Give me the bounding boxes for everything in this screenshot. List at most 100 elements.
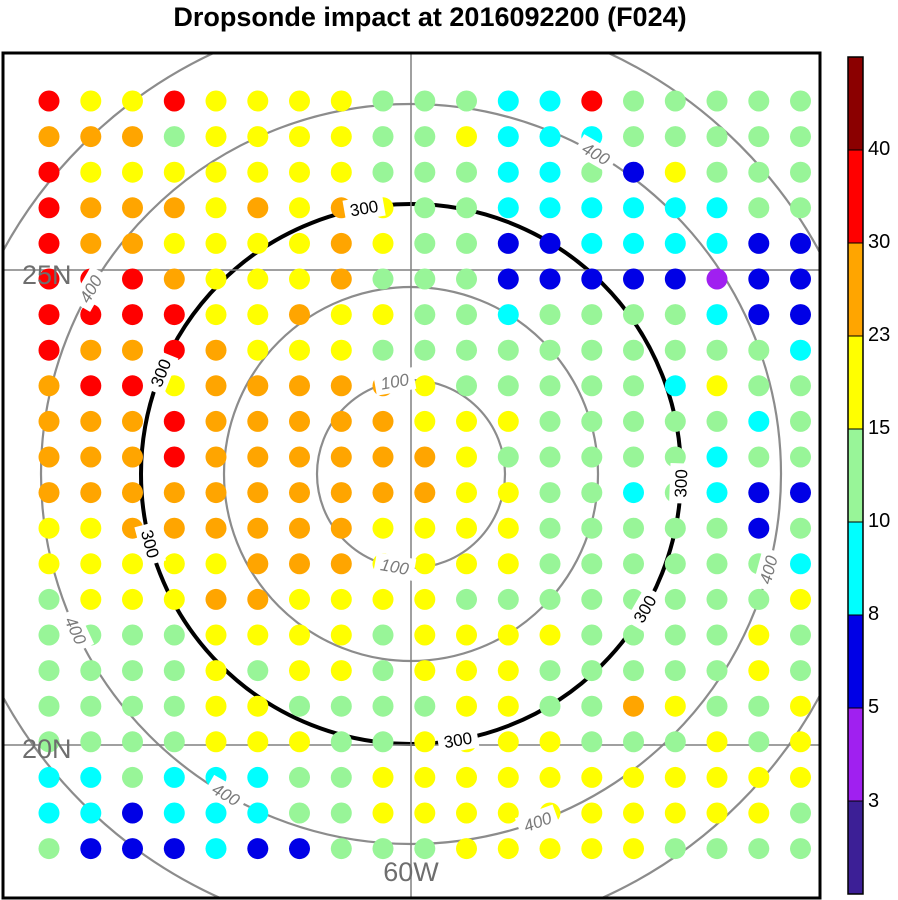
sonde-dot — [539, 482, 561, 504]
sonde-dot — [414, 624, 436, 646]
sonde-dot — [581, 838, 603, 860]
sonde-dot — [247, 553, 269, 575]
sonde-dot — [414, 731, 436, 753]
sonde-dot — [623, 517, 644, 539]
sonde-dot — [372, 446, 394, 468]
sonde-dot — [330, 232, 352, 254]
sonde-dot — [497, 624, 519, 646]
colorbar-tick-label: 15 — [868, 417, 891, 439]
sonde-dot — [581, 588, 603, 610]
sonde-dot — [247, 90, 269, 112]
sonde-dot — [748, 339, 770, 361]
sonde-dot — [748, 588, 770, 610]
sonde-dot — [247, 197, 269, 219]
sonde-dot — [163, 695, 185, 717]
sonde-dot — [623, 304, 644, 326]
sonde-dot — [623, 268, 644, 290]
colorbar-swatch — [847, 614, 864, 709]
sonde-dot — [414, 446, 436, 468]
sonde-dot — [706, 197, 728, 219]
sonde-dot — [414, 375, 436, 397]
sonde-dot — [581, 553, 603, 575]
sonde-dot — [372, 161, 394, 183]
sonde-dot — [80, 232, 102, 254]
sonde-dot — [581, 410, 603, 432]
sonde-dot — [790, 588, 811, 610]
sonde-dot — [790, 446, 811, 468]
sonde-dot — [289, 161, 310, 183]
sonde-dot — [372, 731, 394, 753]
sonde-dot — [706, 375, 728, 397]
sonde-dot — [80, 660, 102, 682]
sonde-dot — [289, 802, 310, 824]
colorbar — [847, 56, 864, 895]
sonde-dot — [247, 802, 269, 824]
sonde-dot — [497, 410, 519, 432]
sonde-dot — [539, 126, 561, 148]
sonde-dot — [581, 446, 603, 468]
sonde-dot — [330, 304, 352, 326]
sonde-dot — [122, 232, 143, 254]
sonde-dot — [581, 375, 603, 397]
sonde-dot — [414, 482, 436, 504]
sonde-dot — [414, 197, 436, 219]
sonde-dot — [748, 375, 770, 397]
sonde-dot — [247, 232, 269, 254]
sonde-dot — [456, 375, 477, 397]
sonde-dot — [539, 553, 561, 575]
sonde-dot — [247, 304, 269, 326]
sonde-dot — [539, 161, 561, 183]
sonde-dot — [289, 410, 310, 432]
sonde-dot — [247, 838, 269, 860]
sonde-dot — [790, 410, 811, 432]
sonde-dot — [38, 660, 60, 682]
sonde-dot — [664, 446, 686, 468]
sonde-dot — [372, 802, 394, 824]
sonde-dot — [414, 161, 436, 183]
sonde-dot — [581, 232, 603, 254]
sonde-dot — [289, 268, 310, 290]
sonde-dot — [122, 553, 143, 575]
sonde-dot — [456, 304, 477, 326]
sonde-dot — [163, 766, 185, 788]
sonde-dot — [581, 197, 603, 219]
sonde-dot — [122, 588, 143, 610]
sonde-dot — [247, 482, 269, 504]
sonde-dot — [122, 339, 143, 361]
sonde-dot — [497, 766, 519, 788]
sonde-dot — [497, 268, 519, 290]
sonde-dot — [539, 588, 561, 610]
sonde-dot — [330, 766, 352, 788]
sonde-dot — [163, 197, 185, 219]
sonde-dot — [80, 838, 102, 860]
sonde-dot — [205, 517, 227, 539]
sonde-dot — [38, 446, 60, 468]
sonde-dot — [289, 695, 310, 717]
sonde-dot — [80, 126, 102, 148]
sonde-dot — [80, 161, 102, 183]
sonde-dot — [790, 838, 811, 860]
sonde-dot — [581, 482, 603, 504]
sonde-dot — [163, 90, 185, 112]
sonde-dot — [790, 802, 811, 824]
sonde-dot — [414, 268, 436, 290]
sonde-dot — [497, 588, 519, 610]
sonde-dot — [414, 660, 436, 682]
sonde-dot — [38, 838, 60, 860]
sonde-dot — [38, 268, 60, 290]
sonde-dot — [122, 268, 143, 290]
sonde-dot — [748, 766, 770, 788]
sonde-dot — [664, 232, 686, 254]
sonde-dot — [205, 695, 227, 717]
sonde-dot — [623, 695, 644, 717]
sonde-dot — [372, 517, 394, 539]
colorbar-swatch — [847, 800, 864, 895]
sonde-dot — [706, 838, 728, 860]
sonde-dot — [623, 766, 644, 788]
sonde-dot — [122, 802, 143, 824]
sonde-dot — [581, 339, 603, 361]
sonde-dot — [38, 695, 60, 717]
sonde-dot — [414, 90, 436, 112]
sonde-dot — [706, 232, 728, 254]
sonde-dot — [330, 838, 352, 860]
